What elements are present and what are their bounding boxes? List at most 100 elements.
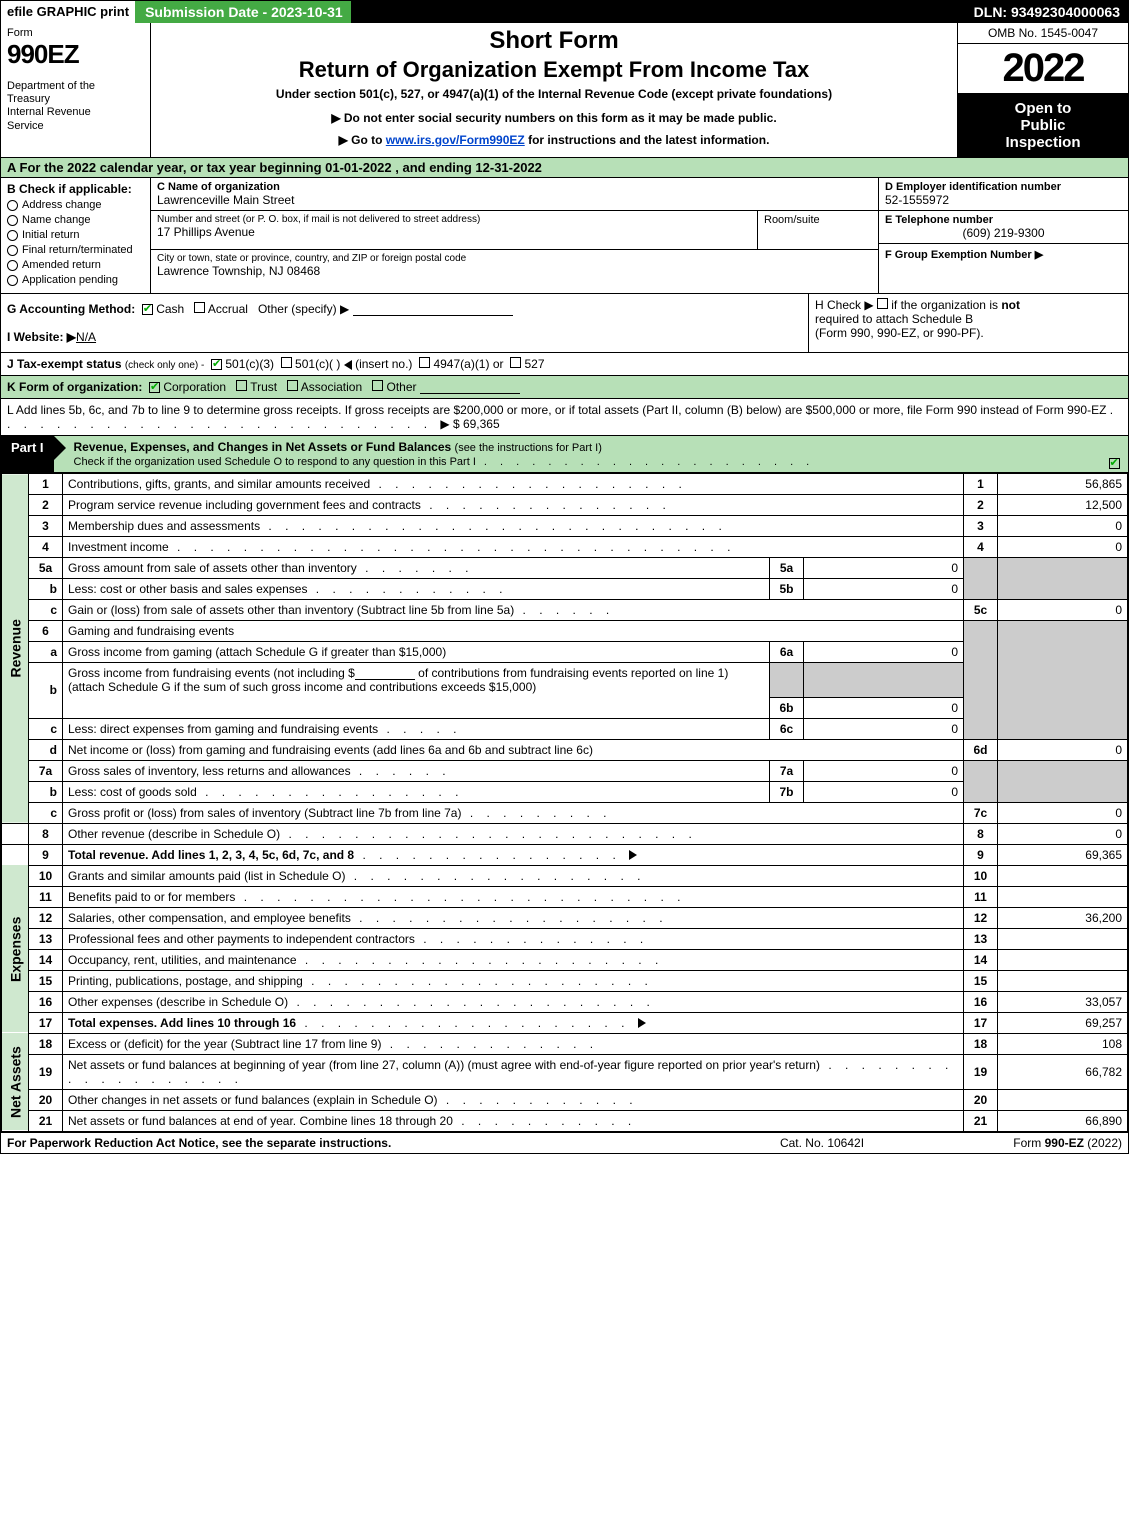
arrow-right-icon: [638, 1018, 646, 1028]
ein-value: 52-1555972: [885, 193, 1122, 207]
527-checkbox[interactable]: [510, 357, 521, 368]
b-name-change[interactable]: Name change: [7, 214, 144, 226]
line-21-value: 66,890: [998, 1110, 1128, 1131]
other-org-checkbox[interactable]: [372, 380, 383, 391]
catalog-number: Cat. No. 10642I: [722, 1136, 922, 1150]
line-2: 2 Program service revenue including gove…: [2, 495, 1128, 516]
line-14: 14 Occupancy, rent, utilities, and maint…: [2, 949, 1128, 970]
checkbox-icon: [7, 260, 18, 271]
corp-checkbox[interactable]: [149, 382, 160, 393]
line-8-value: 0: [998, 823, 1128, 844]
city-value: Lawrence Township, NJ 08468: [157, 264, 872, 278]
city-cell: City or town, state or province, country…: [151, 250, 878, 294]
form-footer-id: Form 990-EZ (2022): [922, 1136, 1122, 1150]
line-3: 3 Membership dues and assessments . . . …: [2, 516, 1128, 537]
other-org-line[interactable]: [420, 380, 520, 394]
c-label: C Name of organization: [157, 181, 872, 193]
expenses-side-label: Expenses: [2, 865, 29, 1033]
header-center: Short Form Return of Organization Exempt…: [151, 23, 958, 157]
street-label: Number and street (or P. O. box, if mail…: [157, 214, 751, 225]
street-value: 17 Phillips Avenue: [157, 225, 751, 239]
line-10: Expenses 10 Grants and similar amounts p…: [2, 865, 1128, 886]
trust-checkbox[interactable]: [236, 380, 247, 391]
form-footer: For Paperwork Reduction Act Notice, see …: [1, 1132, 1128, 1153]
line-5a: 5a Gross amount from sale of assets othe…: [2, 558, 1128, 579]
checkbox-icon: [7, 230, 18, 241]
irs-link[interactable]: www.irs.gov/Form990EZ: [386, 133, 525, 147]
line-6a-value: 0: [804, 642, 964, 663]
open-to-public: Open toPublicInspection: [958, 94, 1128, 157]
line-7c: c Gross profit or (loss) from sales of i…: [2, 802, 1128, 823]
b-address-change[interactable]: Address change: [7, 199, 144, 211]
line-20: 20 Other changes in net assets or fund b…: [2, 1089, 1128, 1110]
section-h: H Check ▶ if the organization is not req…: [808, 294, 1128, 352]
line-6a: a Gross income from gaming (attach Sched…: [2, 642, 1128, 663]
section-gh: G Accounting Method: Cash Accrual Other …: [1, 294, 1128, 353]
i-label: I Website: ▶: [7, 330, 76, 344]
checkbox-icon: [7, 215, 18, 226]
501c3-checkbox[interactable]: [211, 359, 222, 370]
f-label: F Group Exemption Number ▶: [885, 249, 1043, 261]
line-7a-value: 0: [804, 760, 964, 781]
cash-checkbox[interactable]: [142, 304, 153, 315]
org-name: Lawrenceville Main Street: [157, 193, 872, 207]
line-13: 13 Professional fees and other payments …: [2, 928, 1128, 949]
6b-blank[interactable]: [355, 666, 415, 680]
b-header: B Check if applicable:: [7, 182, 144, 196]
h-checkbox[interactable]: [877, 298, 888, 309]
accounting-method: G Accounting Method: Cash Accrual Other …: [1, 294, 808, 352]
line-5a-value: 0: [804, 558, 964, 579]
4947-checkbox[interactable]: [419, 357, 430, 368]
b-final-return[interactable]: Final return/terminated: [7, 244, 144, 256]
line-6c-value: 0: [804, 718, 964, 739]
line-17: 17 Total expenses. Add lines 10 through …: [2, 1012, 1128, 1033]
g-label: G Accounting Method:: [7, 302, 135, 316]
line-7a: 7a Gross sales of inventory, less return…: [2, 760, 1128, 781]
street-cell: Number and street (or P. O. box, if mail…: [151, 211, 758, 249]
tax-year: 2022: [958, 44, 1128, 94]
section-b: B Check if applicable: Address change Na…: [1, 178, 151, 293]
line-6c: c Less: direct expenses from gaming and …: [2, 718, 1128, 739]
line-11-value: [998, 886, 1128, 907]
line-7b-value: 0: [804, 781, 964, 802]
line-6d: d Net income or (loss) from gaming and f…: [2, 739, 1128, 760]
line-6b-value: 0: [804, 697, 964, 718]
line-4-value: 0: [998, 537, 1128, 558]
form-word: Form: [7, 27, 144, 39]
line-4: 4 Investment income . . . . . . . . . . …: [2, 537, 1128, 558]
line-17-value: 69,257: [998, 1012, 1128, 1033]
line-18: Net Assets 18 Excess or (deficit) for th…: [2, 1033, 1128, 1054]
b-amended-return[interactable]: Amended return: [7, 259, 144, 271]
city-label: City or town, state or province, country…: [157, 253, 872, 264]
line-20-value: [998, 1089, 1128, 1110]
line-18-value: 108: [998, 1033, 1128, 1054]
line-7b: b Less: cost of goods sold . . . . . . .…: [2, 781, 1128, 802]
form-number: 990EZ: [7, 39, 144, 70]
form-container: efile GRAPHIC print Submission Date - 20…: [0, 0, 1129, 1154]
d-label: D Employer identification number: [885, 181, 1122, 193]
accrual-checkbox[interactable]: [194, 302, 205, 313]
efile-print-label[interactable]: efile GRAPHIC print: [1, 1, 137, 23]
line-1: Revenue 1 Contributions, gifts, grants, …: [2, 474, 1128, 495]
501c-checkbox[interactable]: [281, 357, 292, 368]
revenue-side-label: Revenue: [2, 474, 29, 824]
checkbox-icon: [7, 245, 18, 256]
b-application-pending[interactable]: Application pending: [7, 274, 144, 286]
line-12: 12 Salaries, other compensation, and emp…: [2, 907, 1128, 928]
line-13-value: [998, 928, 1128, 949]
form-of-org-row: K Form of organization: Corporation Trus…: [1, 376, 1128, 399]
line-19: 19 Net assets or fund balances at beginn…: [2, 1054, 1128, 1089]
other-specify-line[interactable]: [353, 302, 513, 316]
b-initial-return[interactable]: Initial return: [7, 229, 144, 241]
section-bcdef: B Check if applicable: Address change Na…: [1, 178, 1128, 294]
checkbox-icon: [7, 200, 18, 211]
assoc-checkbox[interactable]: [287, 380, 298, 391]
department-label: Department of theTreasuryInternal Revenu…: [7, 80, 144, 133]
schedule-o-checkbox[interactable]: [1109, 458, 1120, 469]
website-value: N/A: [76, 330, 96, 344]
line-5b-value: 0: [804, 579, 964, 600]
line-7c-value: 0: [998, 802, 1128, 823]
line-6b2: 6b 0: [2, 697, 1128, 718]
lines-table: Revenue 1 Contributions, gifts, grants, …: [1, 473, 1128, 1132]
arrow-right-icon: [629, 850, 637, 860]
